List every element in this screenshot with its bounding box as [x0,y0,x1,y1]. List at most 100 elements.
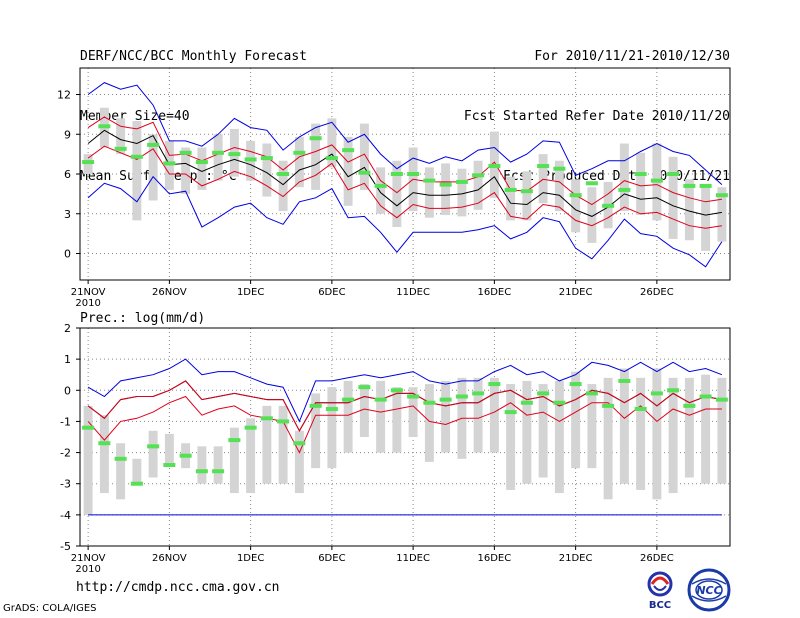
x-tick-label: 16DEC [478,287,512,298]
x-tick-label: 26DEC [640,287,674,298]
ensemble-box [424,167,434,218]
observed-marker [163,161,176,166]
ensemble-box [441,163,451,216]
observed-marker [537,391,550,396]
x-tick-label: 21DEC [559,553,593,564]
ensemble-box [376,167,386,214]
observed-marker [569,382,582,387]
ensemble-box [132,458,142,484]
observed-marker [585,181,598,186]
observed-marker [98,124,111,129]
observed-marker [585,391,598,396]
ensemble-box [213,134,223,181]
bcc-logo-text: BCC [649,600,671,611]
observed-marker [699,183,712,188]
ensemble-box [343,136,353,206]
observed-marker [293,150,306,155]
observed-marker [147,444,160,449]
observed-marker [82,425,95,430]
ensemble-box [619,368,629,484]
ensemble-box [327,387,337,469]
ensemble-box [262,405,272,484]
ensemble-box [181,147,191,194]
ensemble-box [392,387,402,453]
observed-marker [569,193,582,198]
ensemble-box [392,160,402,227]
observed-marker [504,187,517,192]
observed-marker [293,441,306,446]
ensemble-box [473,377,483,453]
ensemble-box [506,384,516,490]
ensemble-box [197,446,207,484]
ensemble-box [717,187,727,242]
y-tick-label: 0 [64,384,71,397]
observed-marker [179,453,192,458]
observed-marker [342,397,355,402]
ensemble-box [554,160,564,212]
source-url[interactable]: http://cmdp.ncc.cma.gov.cn [76,580,280,595]
y-tick-label: -5 [60,540,71,553]
observed-marker [667,388,680,393]
ensemble-box [571,179,581,233]
x-tick-label: 11DEC [396,553,430,564]
observed-marker [374,397,387,402]
ensemble-box [441,380,451,453]
ensemble-box [684,377,694,478]
ensemble-box [262,143,272,197]
ensemble-box [359,384,369,437]
ensemble-box [278,405,288,484]
observed-marker [602,403,615,408]
ensemble-box [424,384,434,462]
observed-marker [212,469,225,474]
observed-marker [423,178,436,183]
ensemble-box [83,405,93,515]
ensemble-box [132,121,142,221]
observed-marker [179,150,192,155]
ncc-logo: NCC [687,568,731,612]
observed-marker [455,394,468,399]
series-ensemble-max [87,358,723,423]
x-tick-label: 21NOV 2010 [71,287,106,309]
observed-marker [618,378,631,383]
ensemble-box [522,380,532,484]
y-tick-label: -2 [60,447,71,460]
observed-marker [277,419,290,424]
ensemble-box [506,176,516,221]
observed-marker [195,469,208,474]
ensemble-box [522,171,532,221]
panel-1: 0 3 6 9 12 21NOV 2010 26NOV 1DEC 6DEC 11DEC 16DEC 21… [57,67,731,309]
series-ensemble-min [87,175,723,268]
ensemble-box [148,134,158,201]
observed-marker [309,403,322,408]
ensemble-box [538,154,548,204]
observed-marker [488,382,501,387]
series-ensemble-max [87,82,723,185]
observed-marker [650,391,663,396]
observed-marker [667,172,680,176]
observed-marker [130,481,143,486]
x-tick-label: 26DEC [640,553,674,564]
ensemble-box [148,430,158,478]
observed-marker [260,156,273,161]
ensemble-box [376,380,386,453]
observed-marker [390,172,403,176]
observed-marker [98,441,111,446]
series-lower-inner-band [87,395,722,454]
ensemble-box [213,446,223,484]
ensemble-box [116,443,126,500]
ensemble-box [311,123,321,190]
observed-marker [342,148,355,153]
ensemble-box [359,123,369,190]
series-lower-inner-band [87,145,722,229]
observed-marker [439,397,452,402]
bcc-logo: BCC [647,571,673,611]
observed-marker [390,388,403,393]
ensemble-box [229,427,239,494]
x-tick-label: 1DEC [237,553,264,564]
y-tick-label: 2 [64,322,71,335]
y-tick-label: 0 [64,248,71,261]
ensemble-box [246,418,256,494]
x-tick-label: 6DEC [318,553,345,564]
observed-marker [130,154,143,159]
ensemble-box [408,387,418,437]
